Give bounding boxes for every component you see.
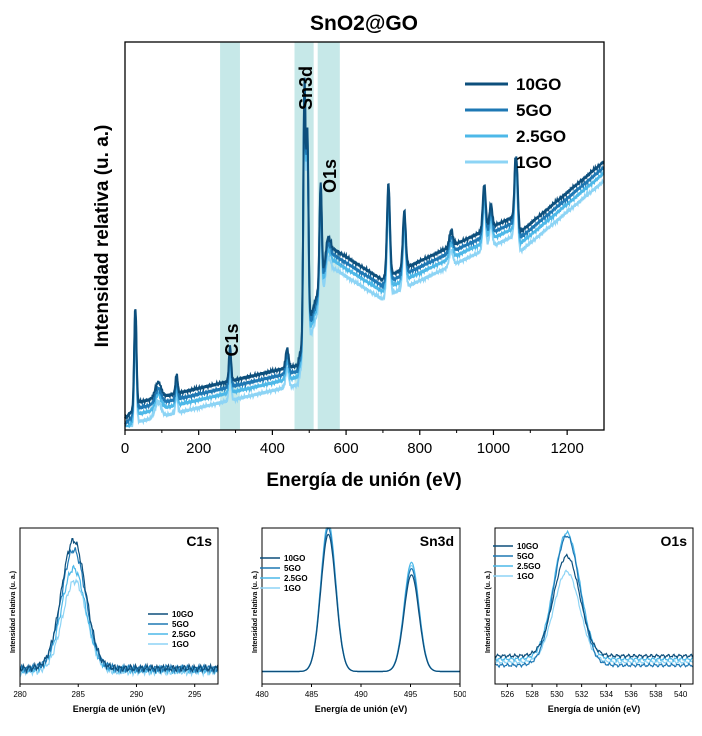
sn3d-series-2.5GO bbox=[262, 527, 460, 673]
sn3d-title: Sn3d bbox=[420, 533, 454, 549]
x-tick-label: 1000 bbox=[477, 440, 510, 457]
sn3d-series-5GO bbox=[262, 527, 460, 673]
sn3d-legend-label-5GO: 5GO bbox=[284, 564, 301, 573]
c1s-legend-label-2.5GO: 2.5GO bbox=[172, 630, 196, 639]
c1s-y-axis-label: Intensidad relativa (u. a.) bbox=[10, 571, 17, 653]
o1s-x-tick-label: 526 bbox=[501, 690, 515, 699]
o1s-title: O1s bbox=[661, 533, 688, 549]
sn3d-x-tick-label: 500 bbox=[453, 690, 466, 699]
legend-label-10GO: 10GO bbox=[516, 75, 561, 94]
sn3d-x-tick-label: 480 bbox=[255, 690, 269, 699]
survey-spectrum-chart: SnO2@GO 0 200 400 600 800 1000 1200 C1s Sn3d O1s… bbox=[92, 12, 605, 491]
region-label-o1s: O1s bbox=[320, 159, 340, 193]
o1s-x-tick-label: 530 bbox=[550, 690, 564, 699]
x-tick-label: 1200 bbox=[550, 440, 583, 457]
o1s-x-axis-label: Energía de unión (eV) bbox=[548, 704, 641, 714]
region-labels: C1s Sn3d O1s bbox=[222, 66, 340, 357]
o1s-x-tick-label: 532 bbox=[575, 690, 589, 699]
o1s-y-axis-label: Intensidad relativa (u. a.) bbox=[485, 571, 492, 653]
o1s-legend-label-10GO: 10GO bbox=[517, 542, 538, 551]
sn3d-series-lines bbox=[262, 527, 460, 673]
highlight-regions bbox=[220, 42, 340, 430]
x-axis-ticks: 0 200 400 600 800 1000 1200 bbox=[121, 430, 584, 457]
sn3d-legend-label-10GO: 10GO bbox=[284, 554, 305, 563]
x-tick-label: 400 bbox=[260, 440, 285, 457]
c1s-series-10GO bbox=[19, 538, 219, 675]
c1s-x-tick-label: 280 bbox=[13, 690, 27, 699]
c1s-x-tick-label: 295 bbox=[188, 690, 202, 699]
sn3d-series-1GO bbox=[262, 527, 460, 673]
sn3d-x-axis-label: Energía de unión (eV) bbox=[315, 704, 408, 714]
sn3d-legend-label-2.5GO: 2.5GO bbox=[284, 574, 308, 583]
sn3d-subplot: Sn3d 480 485 490 495 500 Energía de unión (eV)… bbox=[252, 527, 466, 714]
c1s-legend-label-1GO: 1GO bbox=[172, 640, 189, 649]
c1s-plot-frame bbox=[19, 527, 219, 685]
legend-label-2.5GO: 2.5GO bbox=[516, 127, 566, 146]
c1s-x-tick-label: 285 bbox=[72, 690, 86, 699]
sn3d-x-tick-label: 495 bbox=[404, 690, 418, 699]
chart-title: SnO2@GO bbox=[310, 12, 418, 35]
o1s-x-tick-label: 540 bbox=[674, 690, 688, 699]
sn3d-x-tick-label: 490 bbox=[354, 690, 368, 699]
sn3d-y-axis-label: Intensidad relativa (u. a.) bbox=[252, 571, 259, 653]
series-line-10GO bbox=[124, 77, 605, 421]
series-line-1GO bbox=[125, 94, 604, 428]
x-axis-label: Energía de unión (eV) bbox=[266, 470, 461, 491]
o1s-series-lines bbox=[494, 529, 694, 669]
sn3d-x-tick-label: 485 bbox=[305, 690, 319, 699]
sn3d-plot-frame bbox=[261, 527, 461, 685]
o1s-legend-label-2.5GO: 2.5GO bbox=[517, 562, 541, 571]
c1s-legend-label-5GO: 5GO bbox=[172, 620, 189, 629]
c1s-x-tick-label: 290 bbox=[130, 690, 144, 699]
plot-frame bbox=[124, 41, 605, 431]
x-tick-label: 600 bbox=[334, 440, 359, 457]
c1s-legend-label-10GO: 10GO bbox=[172, 610, 193, 619]
y-axis-label: Intensidad relativa (u. a.) bbox=[92, 125, 113, 348]
c1s-x-axis-label: Energía de unión (eV) bbox=[73, 704, 166, 714]
o1s-series-10GO bbox=[494, 553, 694, 660]
o1s-x-tick-label: 534 bbox=[600, 690, 614, 699]
o1s-series-5GO bbox=[494, 534, 694, 669]
o1s-x-tick-label: 528 bbox=[525, 690, 539, 699]
x-tick-label: 200 bbox=[186, 440, 211, 457]
sn3d-series-10GO bbox=[262, 533, 460, 673]
series-line-2.5GO bbox=[125, 86, 605, 429]
series-lines bbox=[124, 77, 605, 429]
legend-label-5GO: 5GO bbox=[516, 101, 552, 120]
x-tick-label: 0 bbox=[121, 440, 129, 457]
legend: 10GO 5GO 2.5GO 1GO bbox=[465, 75, 566, 172]
x-tick-label: 800 bbox=[407, 440, 432, 457]
o1s-legend-label-1GO: 1GO bbox=[517, 572, 534, 581]
o1s-plot-frame bbox=[494, 527, 694, 685]
o1s-x-tick-label: 538 bbox=[649, 690, 663, 699]
c1s-series-lines bbox=[19, 538, 219, 678]
sn3d-legend-label-1GO: 1GO bbox=[284, 584, 301, 593]
region-band-c1s bbox=[220, 42, 240, 430]
o1s-subplot: O1s 526 528 530 532 534 536 538 540 Energía de un… bbox=[485, 527, 694, 714]
o1s-legend-label-5GO: 5GO bbox=[517, 552, 534, 561]
region-label-sn3d: Sn3d bbox=[296, 66, 316, 110]
o1s-x-tick-label: 536 bbox=[624, 690, 638, 699]
c1s-subplot: C1s 280 285 290 295 Energía de unión (eV) Inte… bbox=[10, 527, 219, 714]
region-label-c1s: C1s bbox=[222, 323, 242, 356]
c1s-title: C1s bbox=[186, 533, 212, 549]
series-line-5GO bbox=[124, 81, 605, 427]
legend-label-1GO: 1GO bbox=[516, 153, 552, 172]
